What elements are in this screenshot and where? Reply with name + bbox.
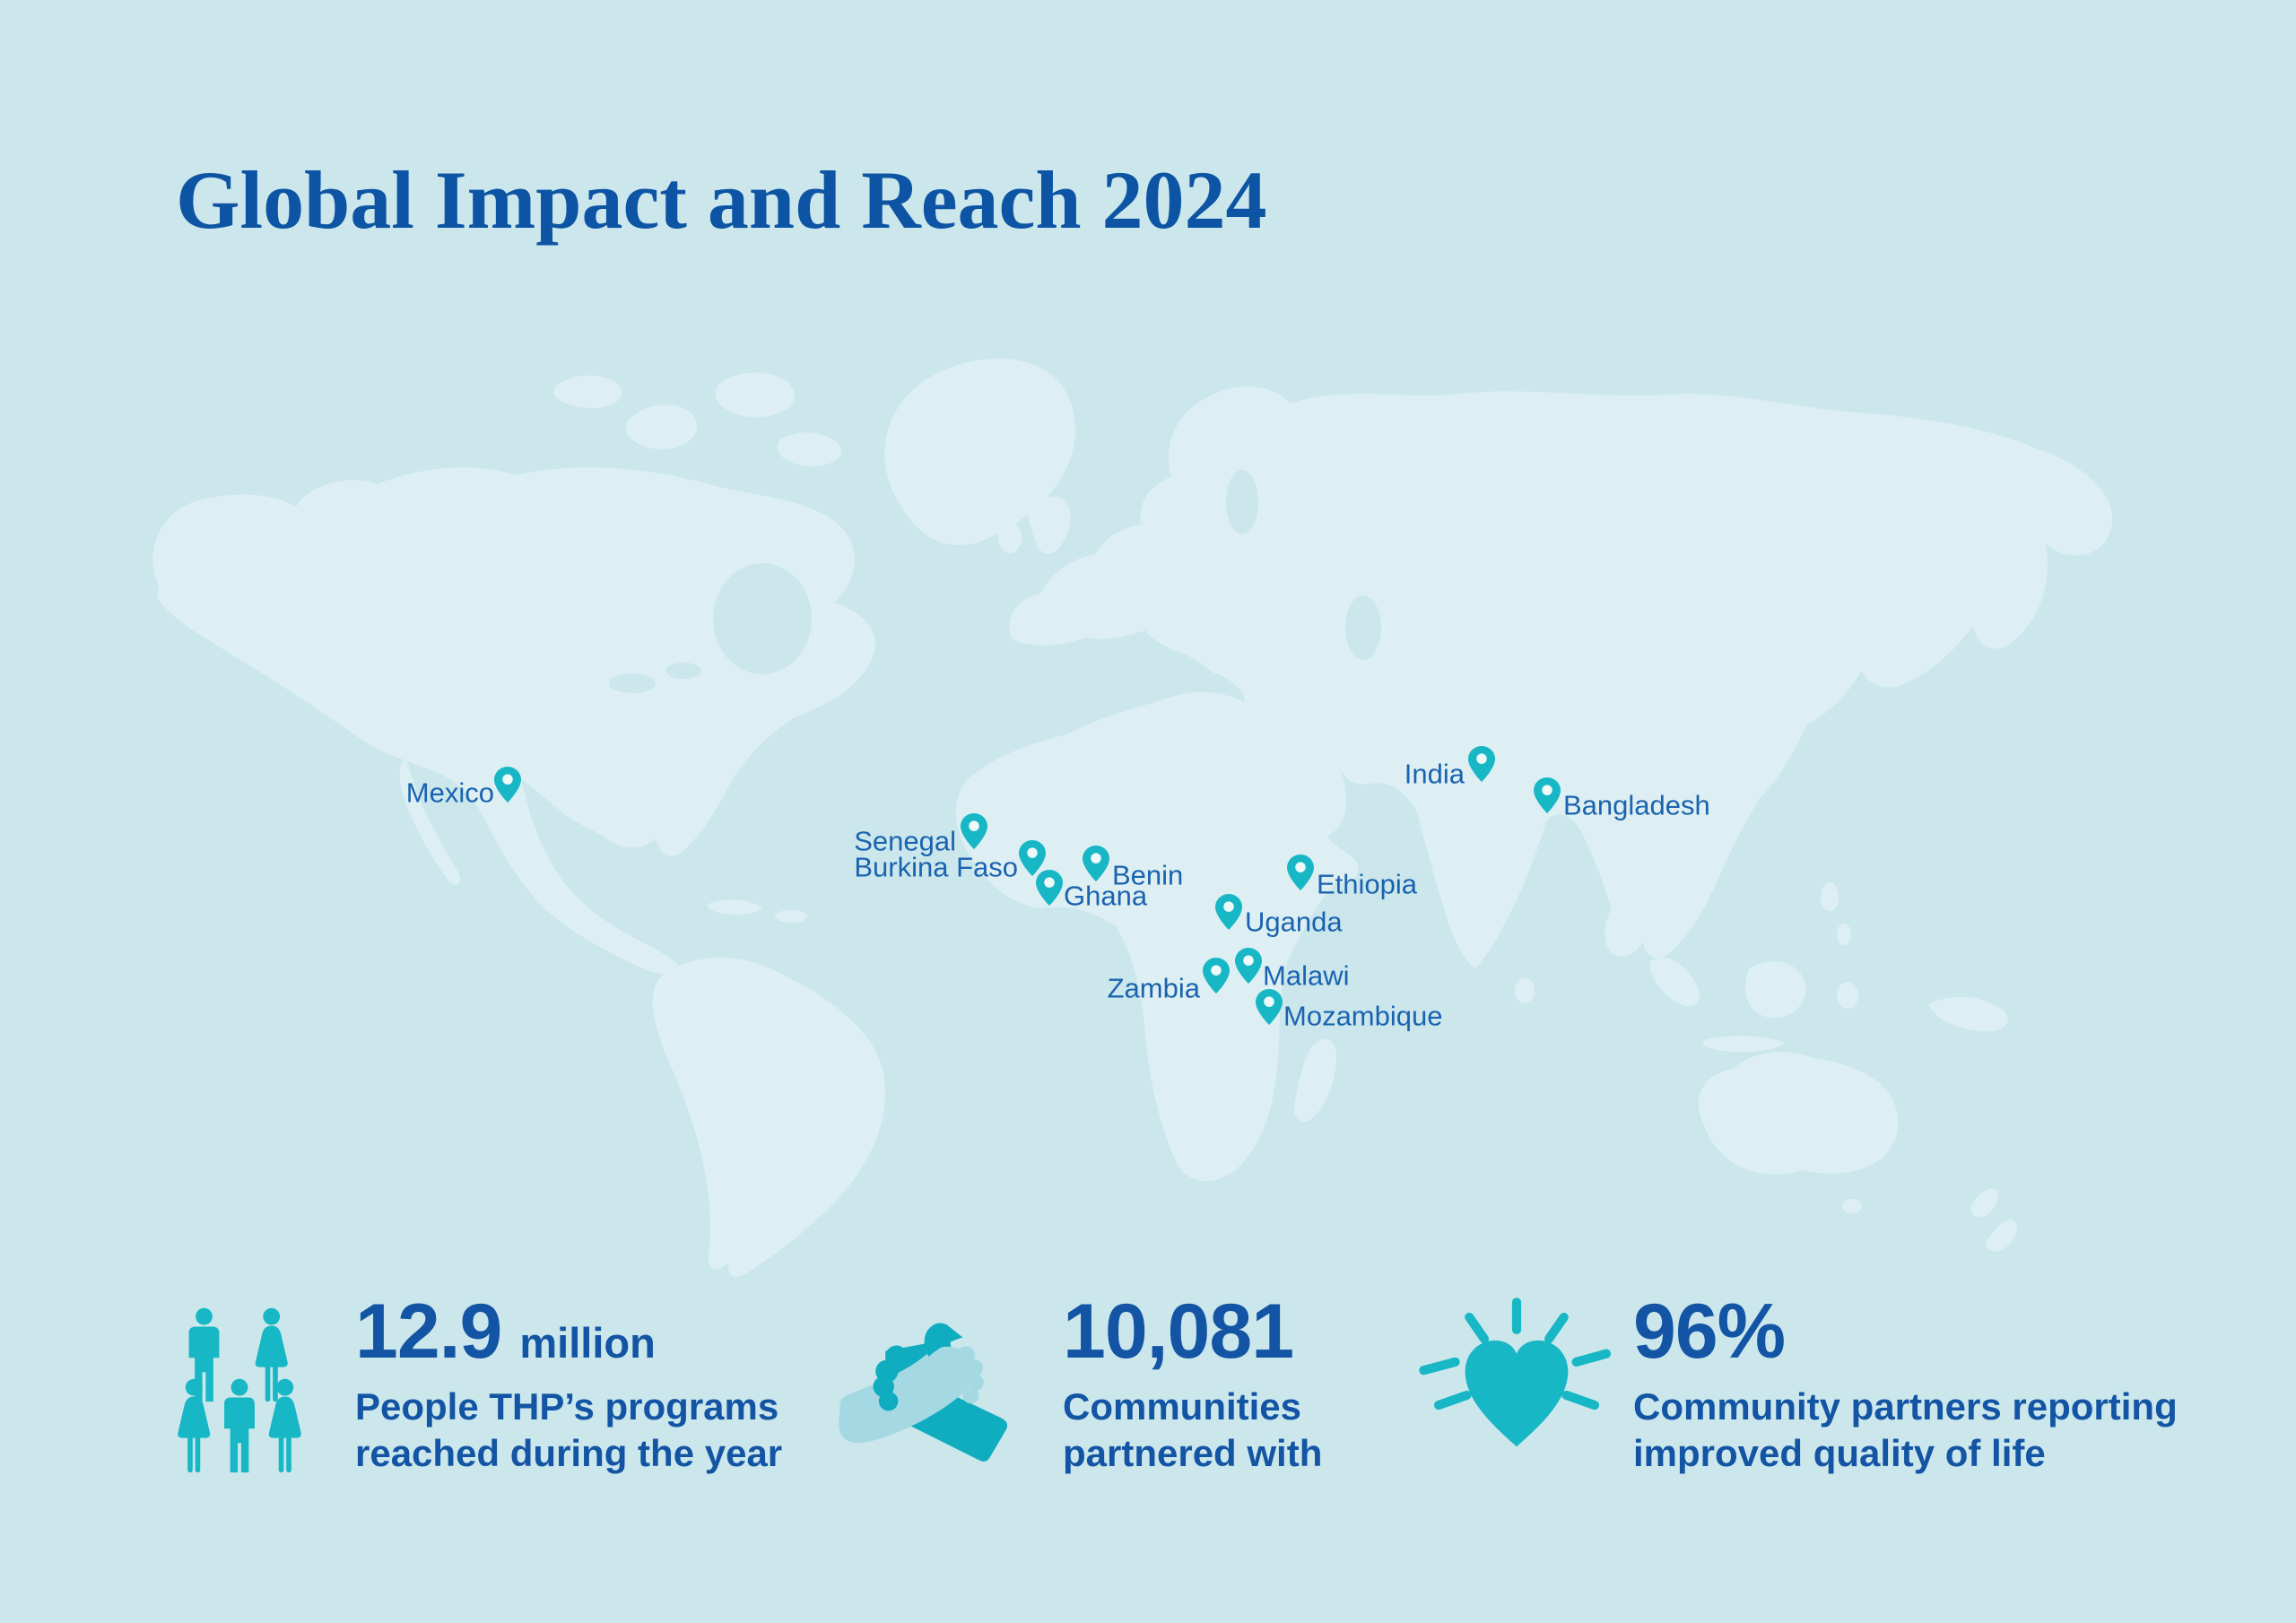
map-pin-zambia xyxy=(1203,958,1230,994)
map-pin-icon xyxy=(1083,846,1109,881)
map-pin-ethiopia xyxy=(1287,855,1314,890)
map-pin-label-uganda: Uganda xyxy=(1245,906,1343,938)
map-pin-label-senegal: Senegal xyxy=(854,825,956,857)
map-pin-icon xyxy=(494,767,521,803)
map-pin-label-ghana: Ghana xyxy=(1064,880,1148,912)
stat-value-row: 96% xyxy=(1633,1289,1786,1375)
map-pin-icon xyxy=(961,813,987,849)
stat-value-row: 10,081 xyxy=(1063,1289,1294,1375)
map-pin-icon xyxy=(1215,894,1242,930)
map-pin-mozambique xyxy=(1256,989,1283,1025)
map-pin-bangladesh xyxy=(1534,777,1561,813)
map-pin-label-malawi: Malawi xyxy=(1263,959,1350,992)
map-pin-label-mexico: Mexico xyxy=(405,777,494,809)
map-pin-label-bangladesh: Bangladesh xyxy=(1563,789,1710,821)
handshake-icon xyxy=(839,1323,1008,1462)
map-pin-label-zambia: Zambia xyxy=(1107,972,1200,1004)
stat-value: 12.9 xyxy=(355,1289,502,1375)
map-pin-icon xyxy=(1534,777,1561,813)
map-pin-label-ethiopia: Ethiopia xyxy=(1317,868,1418,900)
map-pin-icon xyxy=(1036,870,1063,906)
map-pin-benin xyxy=(1083,846,1109,881)
map-pin-icon xyxy=(1203,958,1230,994)
map-pin-burkina-faso xyxy=(1019,840,1046,876)
map-pin-malawi xyxy=(1235,948,1262,984)
people-group-icon xyxy=(178,1307,301,1473)
stat-description: People THP’s programs reached during the… xyxy=(355,1385,783,1474)
stat-value-row: 12.9 million xyxy=(355,1293,656,1370)
heart-rays-icon xyxy=(1419,1298,1611,1447)
map-pin-label-benin: Benin xyxy=(1112,859,1184,891)
map-pin-ghana xyxy=(1036,870,1063,906)
map-pin-india xyxy=(1468,746,1495,782)
stat-description: Community partners reporting improved qu… xyxy=(1633,1385,2178,1474)
stat-unit: million xyxy=(519,1319,656,1367)
stat-value: 10,081 xyxy=(1063,1289,1294,1375)
stat-value: 96% xyxy=(1633,1289,1786,1375)
map-pin-uganda xyxy=(1215,894,1242,930)
map-pin-label-mozambique: Mozambique xyxy=(1283,1000,1443,1032)
map-pin-icon xyxy=(1287,855,1314,890)
map-pin-label-india: India xyxy=(1404,758,1465,790)
stat-description: Communities partnered with xyxy=(1063,1385,1323,1474)
map-pin-label-burkina-faso: Burkina Faso xyxy=(854,851,1018,883)
map-pin-icon xyxy=(1235,948,1262,984)
map-pin-icon xyxy=(1019,840,1046,876)
map-pin-icon xyxy=(1468,746,1495,782)
page-title: Global Impact and Reach 2024 xyxy=(176,154,1267,246)
map-pin-mexico xyxy=(494,767,521,803)
map-pin-icon xyxy=(1256,989,1283,1025)
map-pin-senegal xyxy=(961,813,987,849)
